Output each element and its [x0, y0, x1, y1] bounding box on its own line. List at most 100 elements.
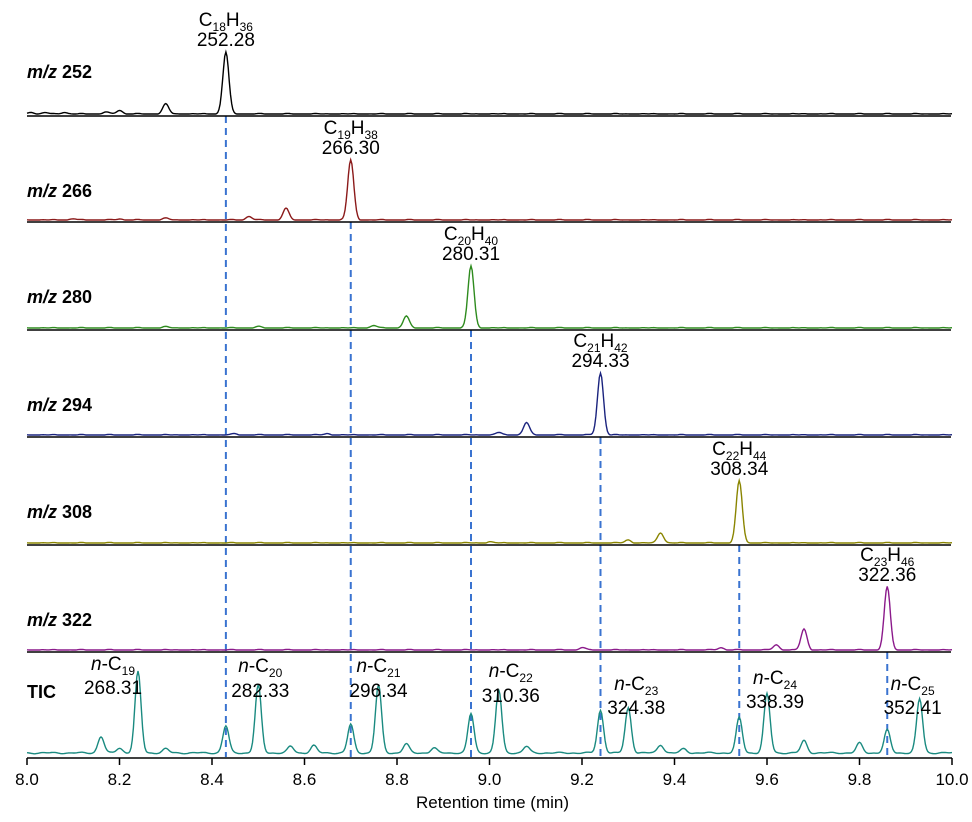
formula-prefix: n	[891, 674, 902, 695]
x-tick-label: 8.6	[293, 770, 317, 789]
peak-formula: C22H44	[712, 439, 767, 463]
formula-subscript: 21	[587, 341, 601, 355]
peak-mass: 268.31	[84, 678, 142, 699]
formula-element: H	[351, 118, 365, 139]
trace-label-prefix: m/z	[27, 287, 57, 307]
trace-label-prefix: m/z	[27, 181, 57, 201]
peak-mass: 338.39	[746, 692, 804, 713]
peak-formula: C18H36	[199, 10, 254, 34]
peak-formula: C20H40	[444, 224, 499, 248]
trace-line	[26, 370, 953, 436]
peak-formula: n-C25	[891, 674, 935, 698]
x-axis: Retention time (min) 8.0 8.2 8.4 8.6 8.8 9.0 9…	[15, 757, 969, 812]
formula-subscript: 18	[213, 20, 227, 34]
trace-label-prefix: m/z	[27, 395, 57, 415]
peak-formula: n-C24	[753, 668, 797, 692]
x-tick-label: 8.4	[200, 770, 224, 789]
trace-label: m/z 252	[27, 62, 92, 82]
formula-element: H	[471, 224, 485, 245]
trace-label: m/z 294	[27, 395, 92, 415]
formula-element: C	[444, 224, 458, 245]
x-tick-label: 8.2	[108, 770, 132, 789]
formula-subscript: 40	[485, 234, 499, 248]
x-tick-label: 9.6	[755, 770, 779, 789]
trace-label-number: 280	[57, 287, 92, 307]
peak-mass: 308.34	[710, 459, 769, 480]
peak-formula: C21H42	[573, 331, 628, 355]
formula-element: -C	[367, 656, 387, 677]
peak-formula: n-C23	[614, 674, 658, 698]
formula-subscript: 42	[614, 341, 628, 355]
trace-label-prefix: m/z	[27, 62, 57, 82]
peak-formula: n-C20	[238, 656, 282, 680]
formula-subscript: 36	[240, 20, 254, 34]
trace-label-number: 308	[57, 502, 92, 522]
formula-element: C	[712, 439, 726, 460]
formula-subscript: 22	[519, 671, 533, 685]
trace-label: m/z 266	[27, 181, 92, 201]
formula-prefix: n	[753, 668, 764, 689]
trace-label-prefix: m/z	[27, 502, 57, 522]
trace-label-number: 252	[57, 62, 92, 82]
trace-label-prefix: m/z	[27, 610, 57, 630]
formula-element: H	[226, 10, 240, 31]
formula-element: C	[324, 118, 338, 139]
peak-formula: n-C19	[91, 654, 135, 678]
peak-mass: 280.31	[442, 244, 500, 265]
x-tick-label: 8.8	[385, 770, 409, 789]
trace-label-number: 294	[57, 395, 92, 415]
trace-line	[26, 263, 953, 329]
formula-subscript: 38	[364, 128, 378, 142]
x-axis-title: Retention time (min)	[416, 793, 569, 812]
trace-label-number: 322	[57, 610, 92, 630]
formula-prefix: n	[91, 654, 102, 675]
peak-mass: 266.30	[322, 138, 380, 159]
formula-prefix: n	[489, 661, 500, 682]
peak-mass: 296.34	[349, 681, 408, 702]
x-tick-label: 9.4	[663, 770, 687, 789]
trace-panel: TICn-C19268.31n-C20282.33n-C21296.34n-C2…	[26, 654, 953, 755]
formula-subscript: 24	[784, 678, 798, 692]
x-tick-label: 9.2	[570, 770, 594, 789]
trace-line	[26, 586, 953, 651]
formula-subscript: 23	[645, 684, 659, 698]
x-tick-label: 10.0	[935, 770, 968, 789]
formula-element: C	[860, 545, 874, 566]
trace-label: TIC	[27, 682, 56, 702]
peak-mass: 282.33	[231, 681, 289, 702]
peak-mass: 324.38	[607, 698, 665, 719]
formula-subscript: 22	[726, 449, 740, 463]
formula-subscript: 23	[874, 555, 888, 569]
peak-formula: n-C22	[489, 661, 533, 685]
formula-prefix: n	[614, 674, 625, 695]
formula-element: H	[601, 331, 615, 352]
trace-line	[26, 670, 953, 755]
trace-line	[26, 157, 952, 221]
peak-formula: C19H38	[324, 118, 379, 142]
trace-line	[26, 49, 953, 115]
x-tick-label: 8.0	[15, 770, 39, 789]
formula-prefix: n	[238, 656, 249, 677]
formula-element: -C	[901, 674, 921, 695]
peak-formula: n-C21	[357, 656, 401, 680]
formula-element: H	[887, 545, 901, 566]
formula-subscript: 25	[921, 684, 935, 698]
formula-subscript: 46	[901, 555, 915, 569]
formula-subscript: 20	[458, 234, 472, 248]
trace-line	[26, 477, 953, 544]
formula-subscript: 19	[337, 128, 351, 142]
peak-mass: 252.28	[197, 30, 255, 51]
trace-label: m/z 308	[27, 502, 92, 522]
formula-element: C	[573, 331, 587, 352]
peak-mass: 294.33	[571, 351, 629, 372]
formula-prefix: n	[357, 656, 368, 677]
formula-element: -C	[764, 668, 784, 689]
peak-mass: 310.36	[482, 686, 540, 707]
